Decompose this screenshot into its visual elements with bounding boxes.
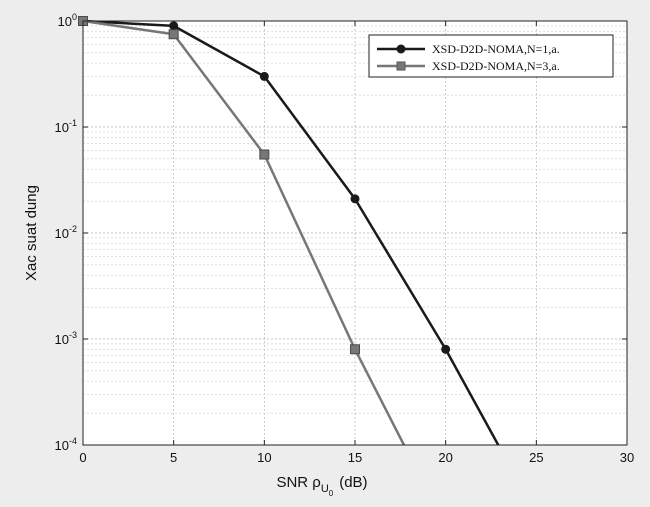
y-tick-label-3: 10-3 xyxy=(55,330,77,347)
series-0-point-3 xyxy=(350,194,360,204)
y-tick-label-0: 100 xyxy=(58,12,77,29)
y-tick-label-1: 10-1 xyxy=(55,118,77,135)
x-tick-label-5: 25 xyxy=(529,450,543,465)
x-axis-label: SNR ρU0 (dB) xyxy=(276,474,367,498)
series-line-0 xyxy=(82,19,500,446)
y-tick-label-2: 10-2 xyxy=(55,224,77,241)
series-1-point-3 xyxy=(350,344,360,355)
x-axis-label-subsub: 0 xyxy=(329,489,334,498)
series-1-point-2 xyxy=(259,149,270,160)
x-tick-label-4: 20 xyxy=(438,450,452,465)
legend-marker-2 xyxy=(396,61,406,71)
x-tick-label-3: 15 xyxy=(348,450,362,465)
x-axis-label-main: SNR ρ xyxy=(276,474,320,491)
x-tick-label-2: 10 xyxy=(257,450,271,465)
x-axis-label-unit: (dB) xyxy=(339,474,367,491)
x-tick-label-6: 30 xyxy=(620,450,634,465)
legend-label-1: XSD-D2D-NOMA,N=1,a. xyxy=(432,42,560,56)
legend-box xyxy=(368,34,614,78)
legend-label-2: XSD-D2D-NOMA,N=3,a. xyxy=(432,59,560,73)
x-tick-label-0: 0 xyxy=(79,450,86,465)
x-tick-label-1: 5 xyxy=(170,450,177,465)
y-axis-label: Xac suat dung xyxy=(23,185,40,281)
x-axis-label-sub: U xyxy=(321,483,329,495)
series-1-point-1 xyxy=(168,29,179,40)
legend-marker-1 xyxy=(396,44,406,54)
series-0-point-2 xyxy=(259,71,269,81)
series-0-point-4 xyxy=(441,344,451,354)
ticks: 0 5 10 15 20 25 30 100 10-1 10-2 10-3 10-4 xyxy=(55,12,635,465)
legend: XSD-D2D-NOMA,N=1,a. XSD-D2D-NOMA,N=3,a. xyxy=(368,34,614,78)
y-tick-label-4: 10-4 xyxy=(55,436,77,453)
series-layer xyxy=(78,16,500,446)
